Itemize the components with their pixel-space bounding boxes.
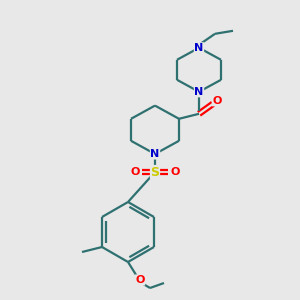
- Text: O: O: [212, 96, 222, 106]
- Text: S: S: [151, 166, 160, 178]
- Text: N: N: [194, 43, 204, 53]
- Text: N: N: [150, 149, 160, 159]
- Text: N: N: [194, 87, 204, 97]
- Text: O: O: [170, 167, 180, 177]
- Text: O: O: [130, 167, 140, 177]
- Text: O: O: [135, 275, 145, 285]
